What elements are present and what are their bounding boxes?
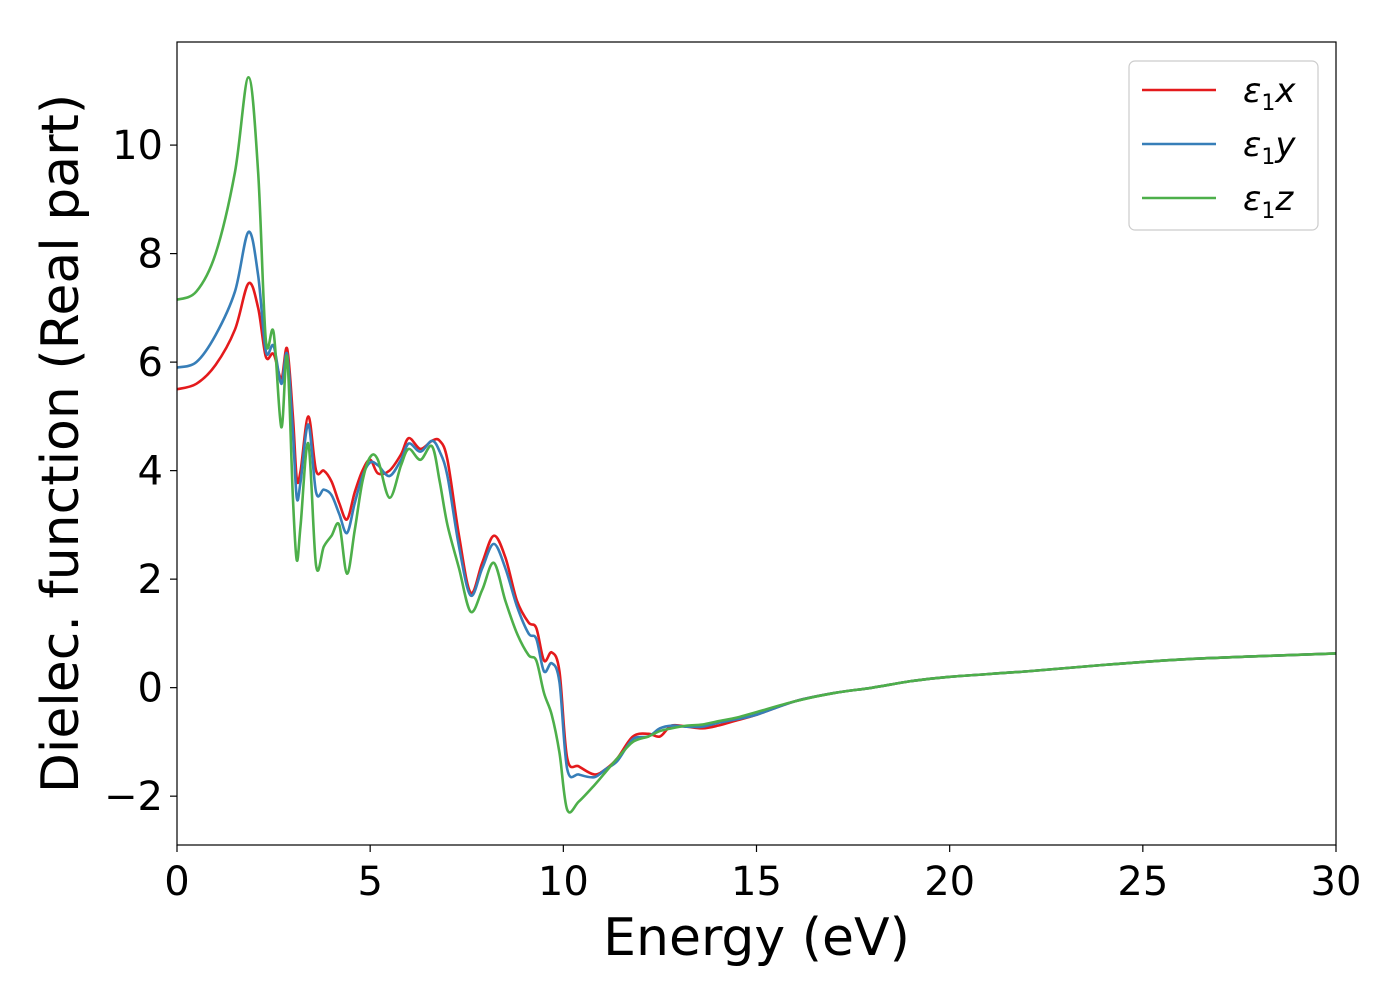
series-line-y [177, 230, 1336, 779]
y-tick-label: −2 [104, 774, 163, 820]
legend-label-subscript: 1 [1261, 199, 1275, 224]
x-tick-label: 10 [538, 859, 589, 905]
x-axis: 0 5 10 15 20 25 30 [164, 845, 1361, 905]
legend-label-base: ε [1243, 179, 1261, 219]
y-tick-label: 6 [138, 340, 163, 386]
legend-label-subscript: 1 [1261, 91, 1275, 116]
legend-label-subscript: 1 [1261, 145, 1275, 170]
x-tick-label: 25 [1117, 859, 1168, 905]
legend-label-axis: x [1274, 71, 1296, 111]
legend-box [1128, 60, 1319, 231]
x-tick-label: 15 [731, 859, 782, 905]
x-tick-label: 20 [924, 859, 975, 905]
legend-label-x: ε1x [1243, 71, 1296, 116]
y-tick-label: 4 [138, 449, 163, 495]
x-tick-label: 0 [164, 859, 189, 905]
y-axis: −2 0 2 4 6 8 10 [104, 123, 177, 820]
legend-label-base: ε [1243, 125, 1261, 165]
legend-label-axis: z [1274, 179, 1294, 219]
legend-label-y: ε1y [1243, 125, 1296, 170]
y-tick-label: 8 [138, 232, 163, 278]
legend-label-z: ε1z [1243, 179, 1294, 224]
series-line-z [177, 75, 1336, 814]
y-axis-title: Dielec. function (Real part) [31, 94, 91, 793]
y-tick-label: 2 [138, 557, 163, 603]
x-axis-title: Energy (eV) [603, 908, 910, 968]
series-layer [177, 75, 1336, 814]
legend-label-axis: y [1274, 125, 1296, 165]
y-tick-label: 10 [112, 123, 163, 169]
x-tick-label: 5 [357, 859, 382, 905]
legend-label-base: ε [1243, 71, 1261, 111]
x-tick-label: 30 [1311, 859, 1362, 905]
y-tick-label: 0 [138, 666, 163, 712]
